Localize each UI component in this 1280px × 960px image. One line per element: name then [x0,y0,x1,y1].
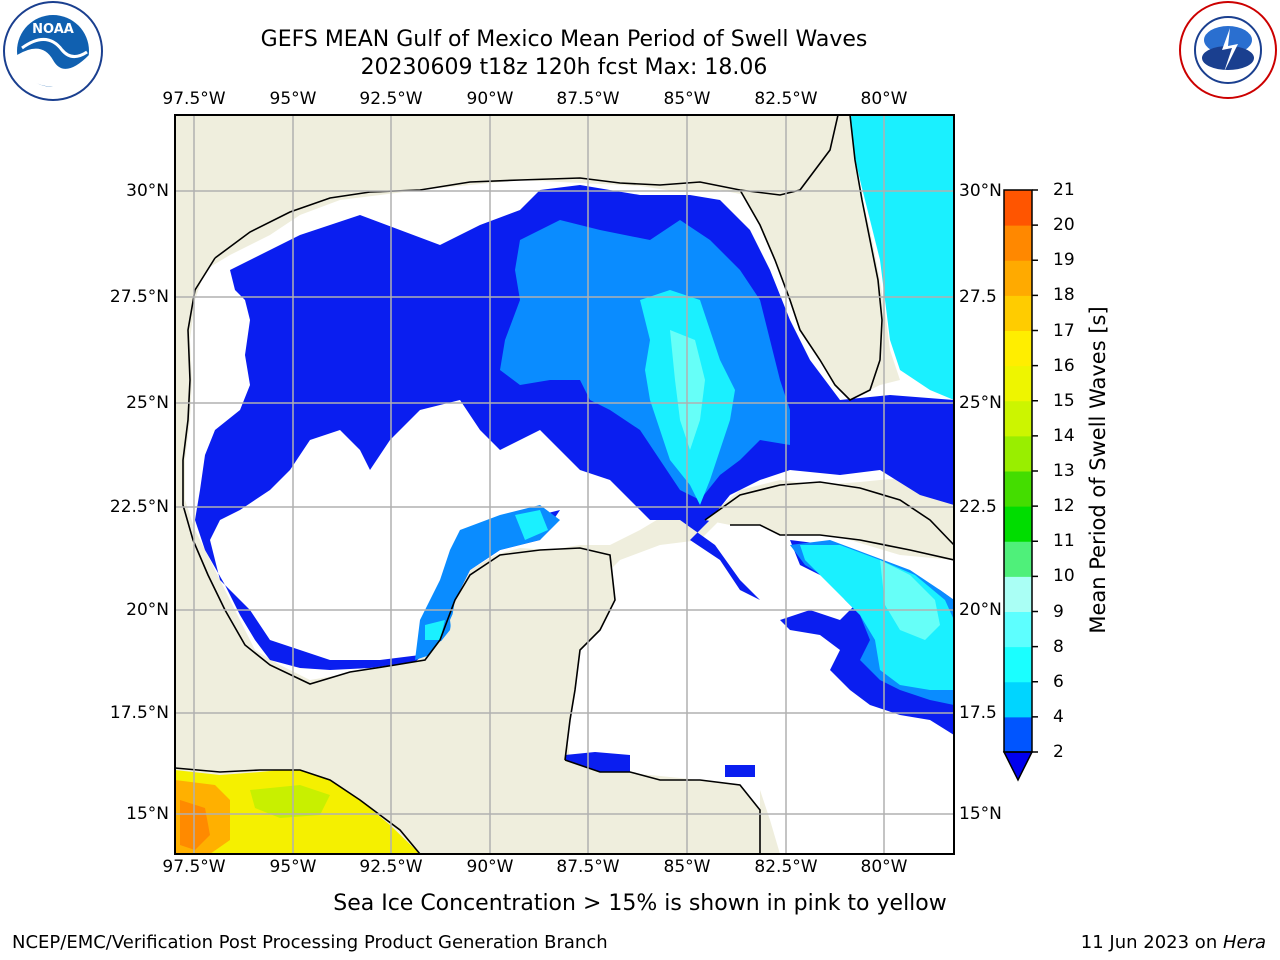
colorbar-tick-label: 16 [1053,355,1075,376]
noaa-logo-text: NOAA [32,22,74,37]
swell-6-8s-west [425,510,548,640]
colorbar-swatch [1004,576,1032,612]
swell-8-9s [670,330,940,640]
lon-label: 85°W [663,857,711,877]
lat-label: 17.5 [959,703,997,723]
footer-host: Hera [1222,932,1266,953]
colorbar-swatch [1004,716,1032,753]
colorbar-tick-label: 15 [1053,390,1075,411]
lon-label: 82.5°W [754,89,818,109]
colorbar-swatch [1004,681,1032,718]
colorbar-swatch [1004,295,1032,331]
colorbar-tick-label: 14 [1053,425,1075,446]
colorbar-tick-label: 12 [1053,496,1075,517]
lat-label: 30°N [126,181,169,201]
map-frame [174,114,955,855]
lat-label: 22.5 [959,497,997,517]
footer-producer: NCEP/EMC/Verification Post Processing Pr… [12,932,608,953]
colorbar-tick-label: 2 [1053,742,1064,762]
colorbar-tick-label: 10 [1053,566,1075,587]
land-cuba [705,482,954,560]
lat-label: 27.5°N [109,287,169,307]
sea-ice-note: Sea Ice Concentration > 15% is shown in … [333,891,947,916]
colorbar-tick-label: 11 [1053,531,1075,552]
lon-label: 80°W [860,857,908,877]
land-central-america [760,790,780,854]
colorbar-swatch [1004,541,1032,577]
colorbar-tick-label: 20 [1053,215,1075,236]
lon-label: 80°W [860,89,908,109]
swell-2-4s [195,185,954,670]
lon-label: 90°W [466,857,514,877]
lat-label: 20°N [959,600,1002,620]
lon-label: 97.5°W [162,857,226,877]
lat-label: 15°N [126,804,169,824]
land-west-mexico [175,330,455,830]
colorbar-tick-label: 13 [1053,461,1075,481]
lat-label: 22.5°N [109,497,169,517]
colorbar-swatch [1004,506,1032,542]
lon-label: 85°W [663,89,711,109]
colorbar-tick-label: 6 [1053,671,1064,692]
lat-label: 30°N [959,181,1002,201]
colorbar-tick-label: 21 [1053,180,1075,200]
nws-logo [1179,1,1277,99]
colorbar-swatch [1004,471,1032,507]
map-subtitle: 20230609 t18z 120h fcst Max: 18.06 [360,55,768,80]
lon-label: 95°W [269,857,317,877]
colorbar-tick-label: 8 [1053,636,1064,657]
colorbar-tick-label: 9 [1053,601,1064,622]
swell-2-4s-patch [725,765,755,777]
lon-label: 82.5°W [754,857,818,877]
lat-label: 15°N [959,804,1002,824]
colorbar-tick-label: 4 [1053,706,1064,727]
swell-6-8s-atlantic [848,115,954,400]
colorbar-swatch [1004,365,1032,402]
lon-label: 92.5°W [359,89,423,109]
land-north-coast [175,115,840,340]
lon-label: 97.5°W [162,89,226,109]
footer-date-text: 11 Jun 2023 on [1080,932,1223,953]
colorbar-swatch [1004,190,1032,226]
pacific-high-swell-lime [250,785,330,818]
lat-label: 27.5 [959,287,997,307]
lon-label: 87.5°W [556,857,620,877]
colorbar-swatch [1004,260,1032,296]
colorbar-tick-label: 17 [1053,320,1075,341]
footer-date: 11 Jun 2023 on Hera [1081,932,1266,953]
colorbar-swatch [1004,400,1032,437]
colorbar-swatch [1004,611,1032,648]
colorbar-extend-min [1002,751,1034,782]
colorbar-swatch [1004,646,1032,683]
colorbar-swatch [1004,435,1032,472]
map-title: GEFS MEAN Gulf of Mexico Mean Period of … [260,27,868,52]
land-yucatan [420,548,760,854]
colorbar-tick-label: 19 [1053,250,1075,271]
lon-label: 87.5°W [556,89,620,109]
colorbar-swatch [1004,225,1032,261]
colorbar [1002,189,1038,782]
colorbar-swatch [1004,330,1032,367]
colorbar-title: Mean Period of Swell Waves [s] [1086,306,1110,634]
graticule [175,115,954,854]
land-florida [740,115,882,400]
lon-label: 95°W [269,89,317,109]
colorbar-tick-label: 18 [1053,285,1075,306]
lon-label: 90°W [466,89,514,109]
lat-label: 25°N [959,393,1002,413]
lon-label: 92.5°W [359,857,423,877]
pacific-high-swell-darkorange [180,800,210,850]
noaa-logo: NOAA [3,1,103,101]
lat-label: 25°N [126,393,169,413]
lat-label: 20°N [126,600,169,620]
lat-label: 17.5°N [109,703,169,723]
